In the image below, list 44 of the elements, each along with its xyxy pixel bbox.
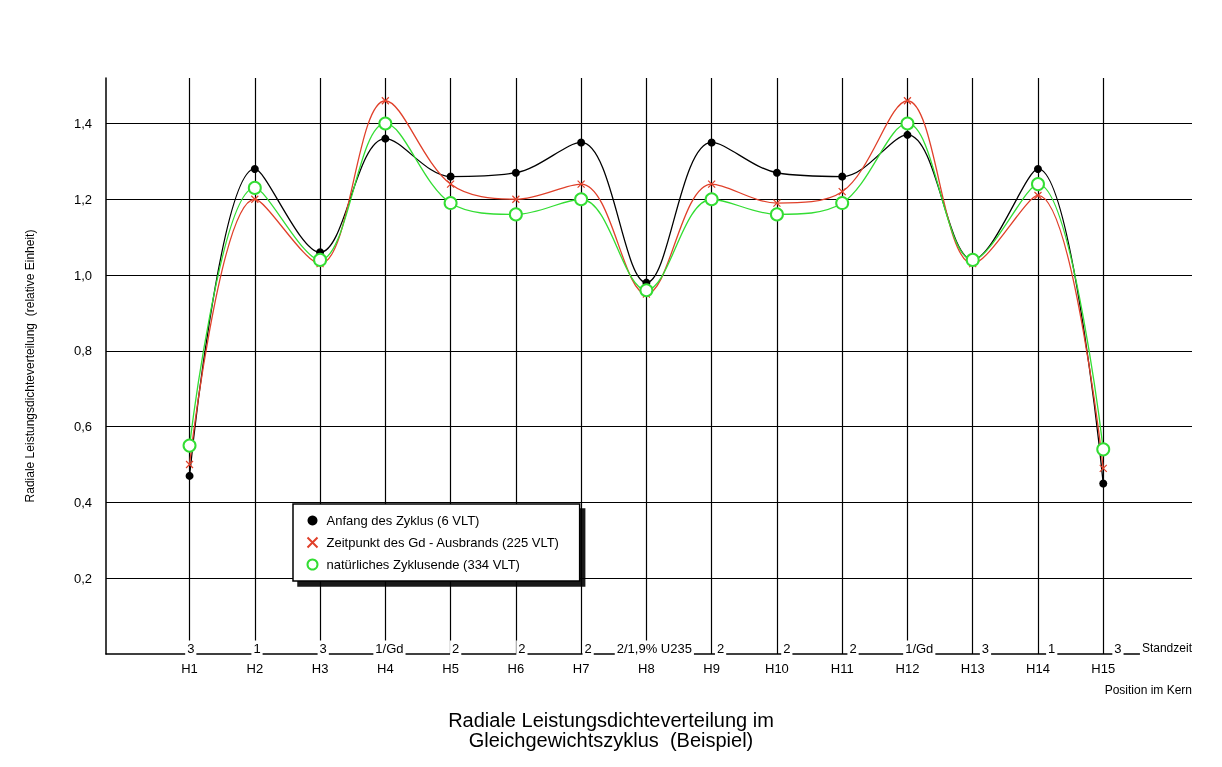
- y-tick-label: 0,8: [73, 343, 92, 359]
- annotation: 2: [716, 640, 725, 656]
- annotation: 2: [849, 640, 857, 656]
- y-tick-label: 1,2: [73, 191, 92, 207]
- x-tick-label: H3: [311, 661, 329, 676]
- annotation: 2: [783, 640, 791, 656]
- x-tick-label: H14: [1026, 661, 1050, 676]
- x-tick-label: H12: [895, 661, 920, 676]
- x-tick-label: H9: [703, 661, 720, 676]
- text: Radiale Leistungsdichteverteilung im Gleichgewichtszyklus (Beispiel): [448, 709, 774, 751]
- x-tick-label: H13: [960, 661, 985, 676]
- annotation: 2/1,9% U235: [616, 640, 692, 656]
- annotation: 2: [518, 640, 526, 656]
- annotation: 1: [1048, 640, 1056, 656]
- annotation: 3: [319, 640, 327, 656]
- x-tick-label: H1: [181, 661, 198, 676]
- y-tick-label: 1,4: [73, 115, 92, 131]
- x-tick-label: H10: [764, 661, 789, 676]
- y-tick-label: 1,0: [73, 267, 92, 283]
- y-tick-label: 0,4: [73, 494, 92, 510]
- x-tick-label: H15: [1091, 661, 1116, 676]
- annotation: 3: [187, 640, 195, 656]
- annotation: 2: [452, 640, 460, 656]
- legend-label: Zeitpunkt des Gd - Ausbrands (225 VLT): [326, 535, 559, 550]
- x-tick-label: H6: [507, 661, 525, 676]
- annotation: 2: [584, 640, 592, 656]
- y-tick-label: 0,2: [73, 570, 92, 586]
- annotation: 1/Gd: [905, 640, 934, 656]
- legend-label: Anfang des Zyklus (6 VLT): [326, 513, 480, 528]
- x-tick-label: H7: [572, 661, 590, 676]
- x-tick-label: H4: [377, 661, 394, 676]
- annotation: 1/Gd: [375, 640, 404, 656]
- x-tick-label: H2: [246, 661, 264, 676]
- x-tick-label: H5: [442, 661, 459, 676]
- annotation: 3: [1114, 640, 1122, 656]
- x-axis-title: Position im Kern: [1104, 683, 1192, 697]
- annotation: 3: [981, 640, 990, 656]
- x-tick-label: H11: [830, 661, 854, 676]
- annotation: 1: [253, 640, 261, 656]
- x-tick-label: H8: [638, 661, 655, 676]
- y-tick-label: 0,6: [73, 419, 92, 435]
- legend-label: natürliches Zyklusende (334 VLT): [326, 557, 520, 572]
- y-axis-title: Radiale Leistungsdichteverteilung (relative Einheit): [23, 229, 37, 503]
- annotation: Standzeit: [1141, 641, 1193, 655]
